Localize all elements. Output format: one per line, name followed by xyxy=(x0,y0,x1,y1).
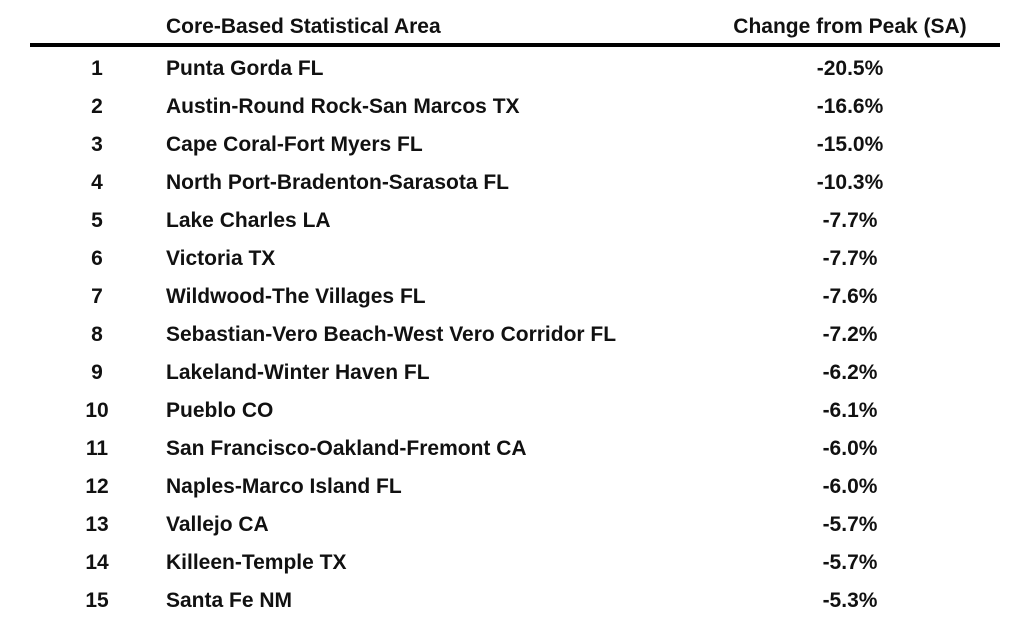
rank: 12 xyxy=(85,475,109,498)
area-name: Victoria TX xyxy=(166,247,276,270)
area-name: Lakeland-Winter Haven FL xyxy=(166,361,430,384)
change-value: -16.6% xyxy=(816,95,884,118)
rank: 1 xyxy=(91,57,103,80)
change-value: -7.7% xyxy=(822,209,878,232)
area-name: San Francisco-Oakland-Fremont CA xyxy=(166,437,527,460)
area-name: Punta Gorda FL xyxy=(166,57,324,80)
header-rule xyxy=(30,43,1000,47)
change-value: -6.0% xyxy=(822,475,878,498)
area-name: Naples-Marco Island FL xyxy=(166,475,402,498)
area-name: Vallejo CA xyxy=(166,513,269,536)
header-area: Core-Based Statistical Area xyxy=(166,15,441,38)
rank: 10 xyxy=(85,399,109,422)
rank: 8 xyxy=(91,323,103,346)
rank: 9 xyxy=(91,361,103,384)
change-value: -10.3% xyxy=(816,171,884,194)
rank: 2 xyxy=(91,95,103,118)
area-name: North Port-Bradenton-Sarasota FL xyxy=(166,171,510,194)
area-name: Lake Charles LA xyxy=(166,209,331,232)
change-value: -7.2% xyxy=(822,323,878,346)
rank: 14 xyxy=(85,551,109,574)
header-change: Change from Peak (SA) xyxy=(733,15,967,38)
change-value: -5.3% xyxy=(822,589,878,612)
rank: 3 xyxy=(91,133,103,156)
change-value: -6.1% xyxy=(822,399,878,422)
rank: 13 xyxy=(85,513,109,536)
area-name: Wildwood-The Villages FL xyxy=(166,285,426,308)
rank: 11 xyxy=(85,437,109,460)
change-value: -15.0% xyxy=(816,133,884,156)
change-value: -7.7% xyxy=(822,247,878,270)
change-value: -20.5% xyxy=(816,57,884,80)
area-name: Pueblo CO xyxy=(166,399,274,422)
area-name: Santa Fe NM xyxy=(166,589,293,612)
area-name: Sebastian-Vero Beach-West Vero Corridor … xyxy=(166,323,617,346)
area-name: Austin-Round Rock-San Marcos TX xyxy=(166,95,520,118)
rank: 7 xyxy=(91,285,103,308)
rank: 5 xyxy=(91,209,103,232)
rank: 6 xyxy=(91,247,103,270)
rank: 4 xyxy=(91,171,103,194)
change-value: -6.0% xyxy=(822,437,878,460)
area-name: Cape Coral-Fort Myers FL xyxy=(166,133,423,156)
change-value: -7.6% xyxy=(822,285,878,308)
area-name: Killeen-Temple TX xyxy=(166,551,347,574)
change-value: -5.7% xyxy=(822,513,878,536)
change-value: -5.7% xyxy=(822,551,878,574)
rank: 15 xyxy=(85,589,109,612)
change-value: -6.2% xyxy=(822,361,878,384)
